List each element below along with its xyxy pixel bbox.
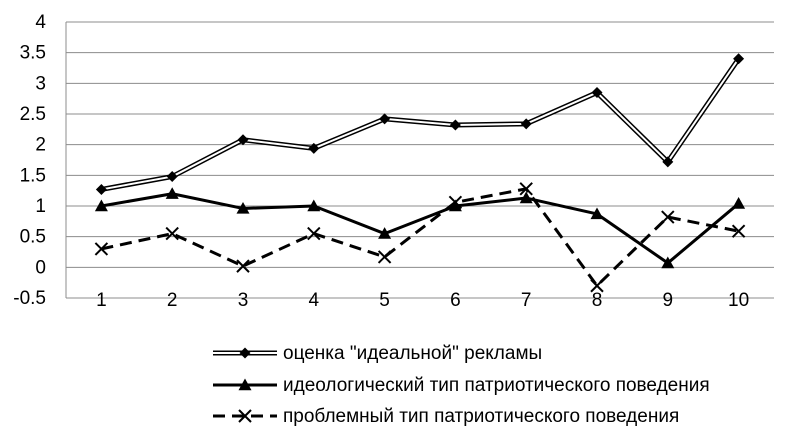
data-point-diamond <box>520 118 532 130</box>
y-axis-ticks: -0.5 0 0.5 1 1.5 2 2.5 3 3.5 4 <box>13 12 46 309</box>
data-point-diamond <box>308 142 320 154</box>
data-point-x <box>519 182 533 196</box>
data-point-x <box>731 224 746 238</box>
data-point-diamond <box>662 156 674 168</box>
data-point-triangle <box>307 199 321 212</box>
y-tick-label: 2.5 <box>20 104 46 125</box>
legend-label-1: идеологический тип патриотического повед… <box>283 375 710 396</box>
x-tick-label: 6 <box>450 290 461 311</box>
series-line-problematic <box>101 187 739 288</box>
data-point-triangle <box>519 191 533 204</box>
data-point-x <box>377 250 392 264</box>
series-lines <box>100 57 741 288</box>
data-point-x <box>94 242 109 256</box>
y-tick-label: 0.5 <box>20 227 46 248</box>
data-point-x <box>307 226 321 241</box>
y-tick-label: -0.5 <box>13 288 46 309</box>
data-point-x <box>236 259 250 273</box>
x-axis-ticks: 1 2 3 4 5 6 7 8 9 10 <box>96 290 749 311</box>
data-point-triangle <box>236 201 250 214</box>
data-point-diamond <box>733 53 745 65</box>
legend-symbol-double-diamond <box>213 347 277 359</box>
x-tick-label: 8 <box>592 290 603 311</box>
data-point-diamond <box>379 113 391 125</box>
y-tick-label: 3 <box>35 73 46 94</box>
y-tick-label: 2 <box>35 135 46 156</box>
legend-label-0: оценка "идеальной" рекламы <box>283 343 542 364</box>
data-point-triangle <box>378 227 392 239</box>
legend-symbol-dashed-x <box>213 409 277 423</box>
x-tick-label: 3 <box>238 290 249 311</box>
data-point-triangle <box>661 256 675 269</box>
y-tick-label: 4 <box>35 12 46 33</box>
x-tick-label: 5 <box>379 290 390 311</box>
x-tick-label: 9 <box>663 290 674 311</box>
x-tick-label: 2 <box>167 290 178 311</box>
series-line-ideal-ad-inner <box>101 58 740 191</box>
legend-symbol-solid-triangle <box>213 378 277 391</box>
legend-item-2: проблемный тип патриотического поведения <box>213 406 679 427</box>
y-tick-label: 3.5 <box>20 43 46 64</box>
data-point-triangle <box>590 207 604 220</box>
data-point-triangle <box>732 197 746 209</box>
legend-item-0: оценка "идеальной" рекламы <box>213 343 542 364</box>
series-line-ideal-ad-outer <box>100 57 741 192</box>
legend: оценка "идеальной" рекламы идеологически… <box>213 343 710 427</box>
data-point-triangle <box>94 199 108 212</box>
data-point-diamond <box>237 134 249 146</box>
series-markers <box>94 53 746 293</box>
series-line-ideological <box>101 192 740 265</box>
data-point-diamond <box>166 171 178 183</box>
gridlines <box>65 21 774 299</box>
data-point-diamond <box>591 87 603 99</box>
x-tick-label: 1 <box>96 290 107 311</box>
x-tick-label: 4 <box>309 290 320 311</box>
data-point-triangle <box>448 199 462 212</box>
data-point-x <box>165 226 179 241</box>
data-point-diamond <box>95 183 107 195</box>
legend-marker-x <box>238 409 252 423</box>
legend-label-2: проблемный тип патриотического поведения <box>283 406 679 427</box>
data-point-diamond <box>449 119 461 131</box>
y-tick-label: 1 <box>35 196 46 217</box>
legend-marker-diamond <box>239 347 251 359</box>
legend-item-1: идеологический тип патриотического повед… <box>213 375 710 396</box>
data-point-x <box>448 195 463 210</box>
x-tick-label: 7 <box>521 290 532 311</box>
x-tick-label: 10 <box>728 290 749 311</box>
data-point-x <box>661 210 675 224</box>
data-point-triangle <box>165 187 179 199</box>
data-point-x <box>590 279 604 293</box>
y-tick-label: 1.5 <box>20 165 46 186</box>
legend-marker-triangle <box>238 378 252 391</box>
y-tick-label: 0 <box>35 257 46 278</box>
